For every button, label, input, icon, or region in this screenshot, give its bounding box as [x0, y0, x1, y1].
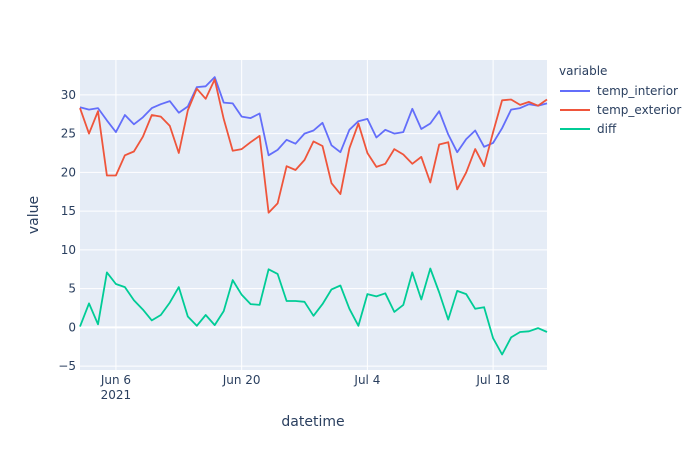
series-line-temp-interior [79, 76, 548, 157]
legend-label: diff [597, 122, 617, 136]
x-tick-label: Jun 20 [222, 373, 261, 387]
x-tick-label: Jun 6 [100, 373, 131, 387]
legend-item-temp-interior[interactable]: temp_interior [560, 84, 678, 98]
y-axis-title: value [26, 196, 42, 234]
x-axis-title: datetime [281, 414, 344, 430]
plot-background [80, 60, 547, 370]
y-tick-label: 0 [68, 320, 76, 334]
series-line-temp-exterior [79, 78, 548, 214]
x-tick-label: Jul 4 [353, 373, 380, 387]
legend-title: variable [559, 64, 607, 78]
y-tick-label: 25 [61, 127, 76, 141]
grid [80, 60, 547, 370]
y-tick-label: 30 [61, 88, 76, 102]
y-tick-label: −5 [58, 359, 76, 373]
traces [79, 76, 548, 356]
legend-item-temp-exterior[interactable]: temp_exterior [560, 103, 681, 117]
y-axis-ticks: −5 0 5 10 15 20 25 30 [58, 88, 76, 373]
legend-label: temp_exterior [597, 103, 681, 117]
y-tick-label: 5 [68, 282, 76, 296]
legend-item-diff[interactable]: diff [560, 122, 617, 136]
series-line-diff [79, 267, 548, 356]
y-tick-label: 10 [61, 243, 76, 257]
legend-label: temp_interior [597, 84, 678, 98]
y-tick-label: 20 [61, 165, 76, 179]
x-tick-sublabel: 2021 [101, 388, 132, 402]
y-tick-label: 15 [61, 204, 76, 218]
x-tick-label: Jul 18 [475, 373, 510, 387]
